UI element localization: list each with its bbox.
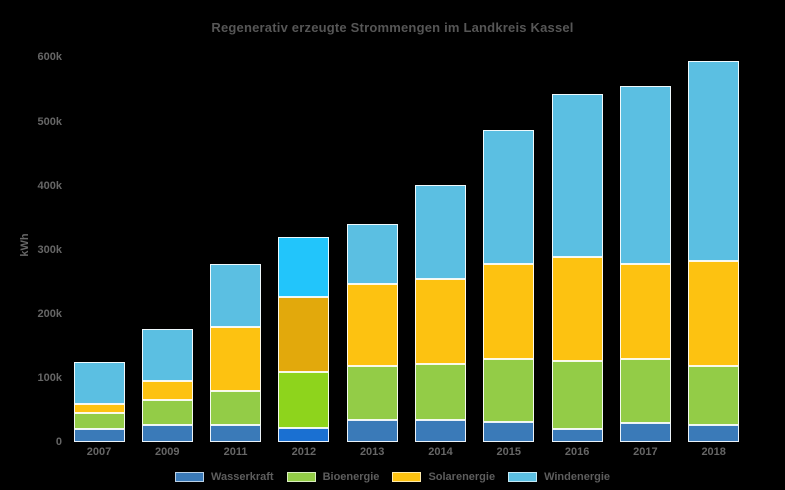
bar-segment-2007-bioenergie[interactable] [73,412,125,430]
legend-swatch-windenergie [508,472,538,482]
x-tick-2012: 2012 [291,446,317,458]
bar-segment-2011-bioenergie[interactable] [210,391,262,426]
bar-segment-2014-windenergie[interactable] [415,184,466,279]
bar-segment-2015-bioenergie[interactable] [483,358,535,423]
bar-2007 [73,361,125,442]
bar-segment-2009-bioenergie[interactable] [141,400,193,426]
bar-segment-2011-wasserkraft[interactable] [210,425,262,442]
bar-segment-2012-solarenergie[interactable] [278,297,330,373]
bar-segment-2013-wasserkraft[interactable] [346,419,398,442]
bar-segment-2009-wasserkraft[interactable] [141,425,193,442]
bar-segment-2018-wasserkraft[interactable] [688,425,740,442]
y-tick-400k: 400k [37,179,62,192]
bar-segment-2017-windenergie[interactable] [619,85,671,264]
bar-segment-2013-solarenergie[interactable] [346,284,398,366]
bar-2013 [346,224,398,442]
bar-segment-2012-windenergie[interactable] [278,236,330,298]
bar-2012 [278,236,330,442]
bar-2015 [483,129,535,442]
bar-segment-2009-windenergie[interactable] [141,328,193,382]
legend-label: Windenergie [544,471,610,483]
x-tick-2011: 2011 [223,446,248,458]
x-tick-2009: 2009 [155,446,180,458]
legend-swatch-solarenergie [392,472,422,482]
bar-segment-2014-solarenergie[interactable] [415,278,466,364]
bar-2017 [619,85,671,442]
bar-2011 [210,264,262,442]
bar-segment-2014-wasserkraft[interactable] [415,419,466,442]
bar-segment-2012-wasserkraft[interactable] [278,427,330,442]
bar-2016 [551,93,603,442]
bar-segment-2018-solarenergie[interactable] [688,260,740,367]
bar-segment-2016-bioenergie[interactable] [551,360,603,429]
bar-segment-2017-bioenergie[interactable] [619,358,671,423]
bar-segment-2015-windenergie[interactable] [483,129,535,264]
bar-segment-2009-solarenergie[interactable] [141,381,193,401]
bar-segment-2016-windenergie[interactable] [551,93,603,258]
bar-segment-2007-windenergie[interactable] [73,361,125,404]
y-tick-100k: 100k [37,371,62,384]
legend: Wasserkraft Bioenergie Solarenergie Windene… [0,471,785,483]
bar-segment-2016-solarenergie[interactable] [551,257,603,361]
bar-segment-2017-wasserkraft[interactable] [619,422,671,442]
bar-segment-2011-solarenergie[interactable] [210,327,262,392]
bar-segment-2013-windenergie[interactable] [346,224,398,285]
bar-segment-2015-wasserkraft[interactable] [483,422,535,442]
legend-label: Wasserkraft [211,471,274,483]
x-tick-2013: 2013 [359,446,385,458]
bar-segment-2015-solarenergie[interactable] [483,263,535,359]
legend-item-bioenergie[interactable]: Bioenergie [286,471,380,483]
bar-segment-2013-bioenergie[interactable] [346,365,398,420]
legend-item-wasserkraft[interactable]: Wasserkraft [175,471,274,483]
x-tick-2016: 2016 [564,446,590,458]
legend-label: Bioenergie [322,471,380,483]
legend-swatch-wasserkraft [175,472,204,482]
y-tick-0: 0 [55,436,62,448]
bar-segment-2017-solarenergie[interactable] [619,263,671,359]
bar-segment-2014-bioenergie[interactable] [415,363,466,420]
bar-segment-2016-wasserkraft[interactable] [551,428,603,442]
chart-title: Regenerativ erzeugte Strommengen im Land… [211,20,574,35]
y-tick-200k: 200k [37,307,62,320]
x-tick-2014: 2014 [428,446,453,458]
x-tick-2015: 2015 [496,446,522,458]
legend-swatch-bioenergie [286,472,316,482]
legend-label: Solarenergie [428,471,496,483]
x-tick-2017: 2017 [633,446,658,458]
y-tick-600k: 600k [37,51,62,64]
bar-2018 [688,60,740,442]
bar-segment-2007-wasserkraft[interactable] [73,429,125,442]
x-tick-2007: 2007 [86,446,112,458]
bar-segment-2011-windenergie[interactable] [210,264,262,328]
y-tick-300k: 300k [37,243,62,256]
bar-segment-2018-bioenergie[interactable] [688,366,740,426]
bar-segment-2018-windenergie[interactable] [688,60,740,261]
legend-item-solarenergie[interactable]: Solarenergie [392,471,495,483]
bar-2014 [415,184,466,442]
legend-item-windenergie[interactable]: Windenergie [508,471,610,483]
bar-segment-2007-solarenergie[interactable] [73,403,125,413]
y-tick-500k: 500k [37,115,62,128]
bar-segment-2012-bioenergie[interactable] [278,372,330,428]
bar-2009 [141,328,193,442]
x-tick-2018: 2018 [701,446,726,458]
